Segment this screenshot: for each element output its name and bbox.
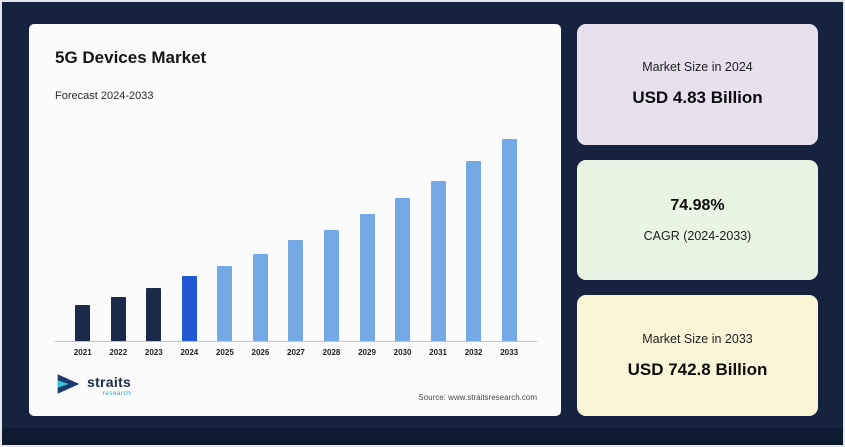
axis-label-2032: 2032 <box>464 348 483 357</box>
bar-col <box>456 161 492 341</box>
bar-2028 <box>323 230 339 341</box>
axis-label-2023: 2023 <box>144 348 163 357</box>
axis-label-2030: 2030 <box>393 348 412 357</box>
bar-col <box>207 266 243 341</box>
bar-col <box>101 297 137 341</box>
bar-col <box>385 198 421 341</box>
straits-logo: straits research <box>55 371 131 402</box>
bar-2022 <box>110 297 126 341</box>
bar-col <box>491 139 527 341</box>
bar-2023 <box>146 288 162 341</box>
axis-label-2024: 2024 <box>180 348 199 357</box>
bar-2027 <box>288 240 304 341</box>
stat-value: 74.98% <box>670 197 725 214</box>
bar-2029 <box>359 214 375 341</box>
axis-label-2027: 2027 <box>287 348 305 357</box>
chart-card: 5G Devices Market Forecast 2024-2033 202… <box>29 24 561 416</box>
bar-col <box>349 214 385 341</box>
bar-2030 <box>395 198 411 341</box>
chart-footer: straits research Source: www.straitsrese… <box>55 357 537 402</box>
bar-col <box>420 181 456 341</box>
stat-card-cagr: 74.98% CAGR (2024-2033) <box>577 159 818 281</box>
straits-logo-icon <box>55 371 82 402</box>
chart-subtitle: Forecast 2024-2033 <box>55 90 154 102</box>
axis-label-2028: 2028 <box>322 348 341 357</box>
bar-2026 <box>252 254 268 341</box>
stat-card-market-size-2024: Market Size in 2024 USD 4.83 Billion <box>577 24 818 145</box>
axis-label-2033: 2033 <box>500 348 519 357</box>
stat-label: Market Size in 2024 <box>642 60 753 75</box>
stat-column: Market Size in 2024 USD 4.83 Billion 74.… <box>577 24 818 417</box>
stat-card-market-size-2033: Market Size in 2033 USD 742.8 Billion <box>577 295 818 417</box>
bar-2025 <box>217 266 233 341</box>
axis-label-2025: 2025 <box>215 348 234 357</box>
bar-2031 <box>430 181 446 341</box>
source-attribution: Source: www.straitsresearch.com <box>418 393 537 402</box>
stat-label: CAGR (2024-2033) <box>643 229 752 243</box>
bar-col <box>243 254 279 341</box>
logo-name: straits <box>87 374 132 391</box>
axis-labels: 2021 2022 2023 2024 2025 2026 2027 2028 2029 2030… <box>55 348 537 357</box>
axis-label-2022: 2022 <box>109 348 128 357</box>
bar-2032 <box>466 161 482 341</box>
chart-title: 5G Devices Market <box>55 48 207 67</box>
axis-label-2021: 2021 <box>73 348 92 357</box>
logo-subtitle: research <box>102 390 132 398</box>
bar-chart: 2021 2022 2023 2024 2025 2026 2027 2028 2029 2030… <box>55 112 537 357</box>
stat-label: Market Size in 2033 <box>642 331 753 346</box>
bar-2024 <box>181 276 197 341</box>
stat-value: USD 4.83 Billion <box>632 88 763 108</box>
axis-label-2029: 2029 <box>358 348 376 357</box>
bar-2021 <box>75 305 91 341</box>
bar-col <box>278 240 314 341</box>
bar-col <box>314 230 350 341</box>
bottom-band <box>2 428 843 445</box>
bar-col <box>172 276 208 341</box>
bar-col <box>136 288 172 341</box>
bars <box>55 130 537 342</box>
stat-value: USD 742.8 Billion <box>627 359 768 379</box>
logo-text: straits research <box>87 375 131 398</box>
bar-2033 <box>501 139 517 341</box>
axis-label-2026: 2026 <box>251 348 270 357</box>
axis-label-2031: 2031 <box>429 348 447 357</box>
bar-col <box>65 305 101 341</box>
